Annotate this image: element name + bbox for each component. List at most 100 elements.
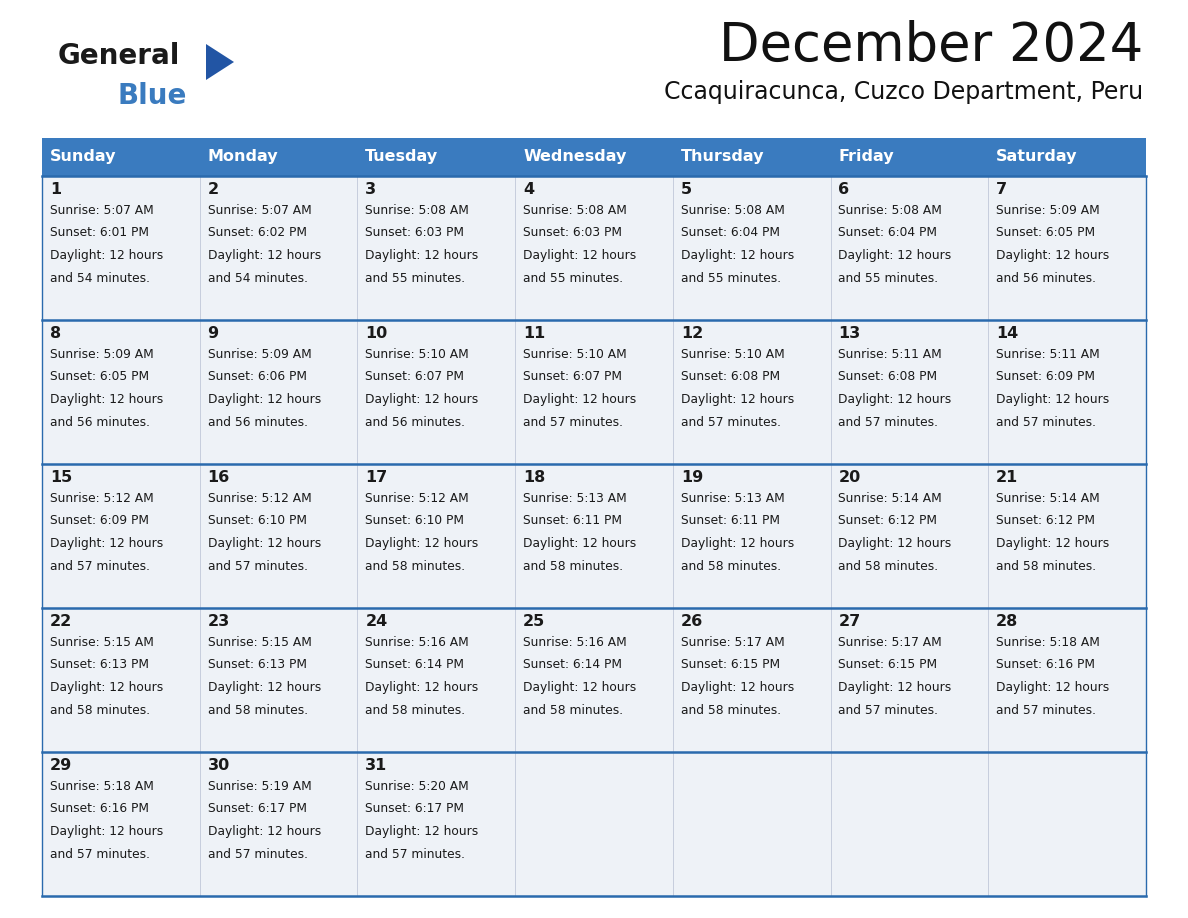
Bar (42, 176, 200, 320)
Text: Daylight: 12 hours: Daylight: 12 hours (681, 393, 794, 406)
Text: Daylight: 12 hours: Daylight: 12 hours (366, 537, 479, 550)
Polygon shape (206, 44, 234, 80)
Text: Ccaquiracunca, Cuzco Department, Peru: Ccaquiracunca, Cuzco Department, Peru (664, 80, 1143, 104)
Bar (42, 138, 1146, 176)
Bar (516, 608, 672, 752)
Text: and 55 minutes.: and 55 minutes. (523, 272, 624, 285)
Bar (200, 608, 358, 752)
Bar (672, 176, 830, 320)
Text: Sunrise: 5:09 AM: Sunrise: 5:09 AM (50, 348, 153, 361)
Text: Sunrise: 5:17 AM: Sunrise: 5:17 AM (681, 636, 784, 649)
Text: Sunrise: 5:08 AM: Sunrise: 5:08 AM (839, 204, 942, 217)
Text: Daylight: 12 hours: Daylight: 12 hours (523, 249, 637, 262)
Text: Daylight: 12 hours: Daylight: 12 hours (50, 537, 163, 550)
Text: 1: 1 (50, 182, 61, 197)
Text: Sunset: 6:15 PM: Sunset: 6:15 PM (681, 658, 779, 671)
Bar (42, 752, 200, 896)
Text: Daylight: 12 hours: Daylight: 12 hours (208, 537, 321, 550)
Text: 21: 21 (997, 470, 1018, 485)
Text: Sunrise: 5:19 AM: Sunrise: 5:19 AM (208, 780, 311, 793)
Text: 27: 27 (839, 614, 861, 629)
Text: 29: 29 (50, 758, 72, 773)
Text: Sunrise: 5:09 AM: Sunrise: 5:09 AM (208, 348, 311, 361)
Text: and 58 minutes.: and 58 minutes. (681, 559, 781, 573)
Text: Daylight: 12 hours: Daylight: 12 hours (839, 681, 952, 694)
Text: Sunset: 6:08 PM: Sunset: 6:08 PM (681, 371, 779, 384)
Text: 12: 12 (681, 326, 703, 341)
Bar (516, 752, 672, 896)
Text: and 54 minutes.: and 54 minutes. (208, 272, 308, 285)
Text: Sunrise: 5:12 AM: Sunrise: 5:12 AM (50, 492, 153, 505)
Text: Monday: Monday (208, 150, 278, 164)
Bar (358, 608, 516, 752)
Text: Daylight: 12 hours: Daylight: 12 hours (997, 681, 1110, 694)
Text: Sunset: 6:16 PM: Sunset: 6:16 PM (50, 802, 148, 815)
Text: Sunset: 6:06 PM: Sunset: 6:06 PM (208, 371, 307, 384)
Text: and 58 minutes.: and 58 minutes. (839, 559, 939, 573)
Text: and 58 minutes.: and 58 minutes. (681, 703, 781, 717)
Bar (200, 464, 358, 608)
Text: and 57 minutes.: and 57 minutes. (839, 703, 939, 717)
Text: Sunset: 6:09 PM: Sunset: 6:09 PM (997, 371, 1095, 384)
Bar (988, 464, 1146, 608)
Text: Sunset: 6:04 PM: Sunset: 6:04 PM (681, 227, 779, 240)
Text: Sunrise: 5:11 AM: Sunrise: 5:11 AM (997, 348, 1100, 361)
Text: 4: 4 (523, 182, 535, 197)
Text: Daylight: 12 hours: Daylight: 12 hours (523, 537, 637, 550)
Text: Daylight: 12 hours: Daylight: 12 hours (50, 681, 163, 694)
Text: December 2024: December 2024 (719, 20, 1143, 72)
Text: 7: 7 (997, 182, 1007, 197)
Text: Daylight: 12 hours: Daylight: 12 hours (523, 393, 637, 406)
Text: and 57 minutes.: and 57 minutes. (523, 416, 623, 429)
Text: Sunrise: 5:16 AM: Sunrise: 5:16 AM (366, 636, 469, 649)
Bar (988, 176, 1146, 320)
Text: Sunrise: 5:10 AM: Sunrise: 5:10 AM (523, 348, 627, 361)
Text: and 58 minutes.: and 58 minutes. (366, 559, 466, 573)
Bar (988, 320, 1146, 464)
Text: and 56 minutes.: and 56 minutes. (208, 416, 308, 429)
Bar (672, 608, 830, 752)
Text: Sunrise: 5:10 AM: Sunrise: 5:10 AM (681, 348, 784, 361)
Text: and 57 minutes.: and 57 minutes. (839, 416, 939, 429)
Text: Daylight: 12 hours: Daylight: 12 hours (523, 681, 637, 694)
Text: Sunrise: 5:16 AM: Sunrise: 5:16 AM (523, 636, 627, 649)
Text: Sunset: 6:14 PM: Sunset: 6:14 PM (523, 658, 623, 671)
Text: Daylight: 12 hours: Daylight: 12 hours (997, 393, 1110, 406)
Text: 18: 18 (523, 470, 545, 485)
Text: Sunrise: 5:13 AM: Sunrise: 5:13 AM (523, 492, 627, 505)
Text: Daylight: 12 hours: Daylight: 12 hours (997, 249, 1110, 262)
Bar (830, 176, 988, 320)
Text: Sunset: 6:13 PM: Sunset: 6:13 PM (208, 658, 307, 671)
Bar (830, 752, 988, 896)
Text: 22: 22 (50, 614, 72, 629)
Text: 16: 16 (208, 470, 229, 485)
Text: Sunset: 6:13 PM: Sunset: 6:13 PM (50, 658, 148, 671)
Text: Sunset: 6:03 PM: Sunset: 6:03 PM (523, 227, 623, 240)
Text: General: General (58, 42, 181, 70)
Text: 28: 28 (997, 614, 1018, 629)
Text: Sunset: 6:01 PM: Sunset: 6:01 PM (50, 227, 148, 240)
Bar (988, 752, 1146, 896)
Text: Sunset: 6:03 PM: Sunset: 6:03 PM (366, 227, 465, 240)
Text: Friday: Friday (839, 150, 895, 164)
Bar (200, 320, 358, 464)
Text: and 58 minutes.: and 58 minutes. (997, 559, 1097, 573)
Text: Sunset: 6:05 PM: Sunset: 6:05 PM (50, 371, 148, 384)
Bar (200, 176, 358, 320)
Text: Sunrise: 5:18 AM: Sunrise: 5:18 AM (997, 636, 1100, 649)
Text: Sunrise: 5:20 AM: Sunrise: 5:20 AM (366, 780, 469, 793)
Text: Sunrise: 5:18 AM: Sunrise: 5:18 AM (50, 780, 153, 793)
Text: Sunrise: 5:08 AM: Sunrise: 5:08 AM (366, 204, 469, 217)
Text: Daylight: 12 hours: Daylight: 12 hours (681, 249, 794, 262)
Text: Sunset: 6:07 PM: Sunset: 6:07 PM (523, 371, 623, 384)
Text: Daylight: 12 hours: Daylight: 12 hours (50, 393, 163, 406)
Text: Thursday: Thursday (681, 150, 764, 164)
Text: Sunrise: 5:08 AM: Sunrise: 5:08 AM (523, 204, 627, 217)
Text: and 57 minutes.: and 57 minutes. (50, 847, 150, 860)
Text: Sunrise: 5:15 AM: Sunrise: 5:15 AM (208, 636, 311, 649)
Bar (672, 320, 830, 464)
Bar (516, 320, 672, 464)
Text: Sunset: 6:09 PM: Sunset: 6:09 PM (50, 514, 148, 528)
Text: Daylight: 12 hours: Daylight: 12 hours (208, 825, 321, 838)
Bar (988, 608, 1146, 752)
